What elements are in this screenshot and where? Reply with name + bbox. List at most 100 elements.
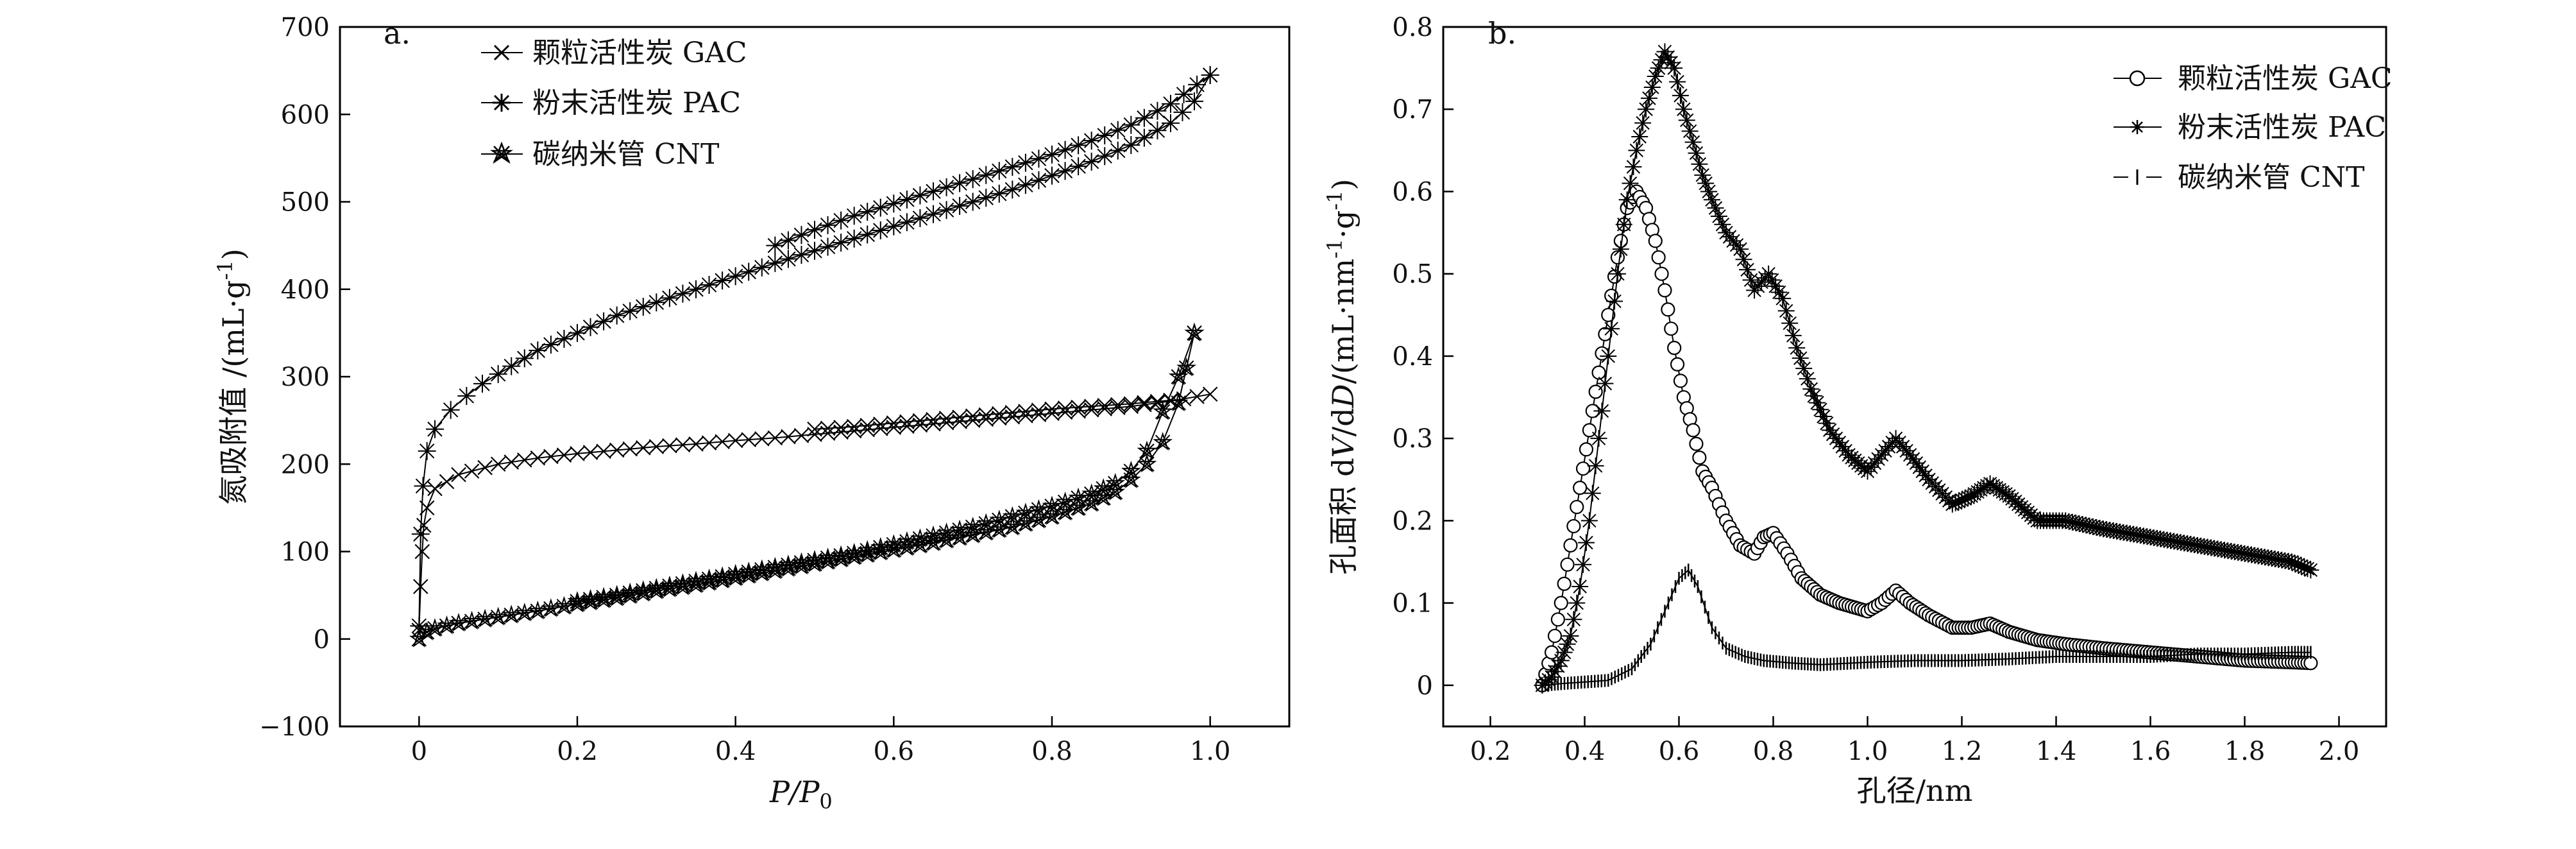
panel-a-series-1-point-0-48 — [1016, 176, 1035, 194]
panel-a-series-0-point-0-8 — [464, 463, 480, 479]
panel-a-series-2-point-1-25 — [844, 542, 865, 562]
panel-a-series-1-point-0-18 — [621, 302, 640, 320]
panel-b-series-1-point-0-161 — [2057, 512, 2074, 529]
panel-a-series-1-point-0-61 — [1185, 92, 1203, 110]
panel-a-series-1-point-0-59 — [1162, 114, 1180, 132]
panel-a-series-1 — [410, 65, 1219, 635]
panel-a-series-0-point-0-14 — [543, 449, 559, 465]
panel-a-series-0-point-1-2 — [833, 420, 849, 435]
panel-a-series-2-point-0-11 — [541, 598, 561, 617]
panel-b-series-1-point-0-34 — [1640, 90, 1657, 107]
panel-b-series-0-point-0-5 — [1550, 612, 1565, 627]
panel-b-series-1-point-0-45 — [1675, 101, 1692, 118]
panel-b-series-1-point-0-52 — [1697, 175, 1715, 192]
panel-b-ytick-label-7: 0.7 — [1392, 95, 1433, 124]
panel-a-series-1-point-0-8 — [489, 364, 507, 383]
panel-b-series-1-point-0-71 — [1763, 271, 1781, 289]
panel-b-series-1-point-0-228 — [2284, 553, 2300, 570]
panel-a-series-1-point-0-19 — [634, 298, 652, 316]
panel-a-series-0-point-0-59 — [1137, 397, 1152, 413]
panel-b-series-1-point-0-91 — [1831, 434, 1848, 451]
panel-b-series-0-point-0-15 — [1582, 423, 1597, 438]
panel-a-series-1-point-0-34 — [832, 234, 851, 252]
panel-a-series-2-point-1-46 — [567, 590, 588, 610]
panel-a-series-2-point-1-29 — [792, 552, 811, 571]
panel-b-series-1-point-0-169 — [2084, 518, 2101, 535]
legend-x-marker-icon — [493, 44, 510, 61]
panel-a-series-0-point-1-16 — [1018, 404, 1033, 419]
legend-circle-marker-icon — [2129, 70, 2146, 87]
panel-b-series-1-point-0-53 — [1700, 183, 1718, 200]
panel-b-series-1-point-0-232 — [2296, 559, 2313, 576]
panel-b-series-1-point-0-163 — [2063, 513, 2081, 531]
legend-item-pac: 粉末活性炭 PAC — [481, 87, 741, 119]
panel-b: b. 0.2 0.4 0.6 0.8 1.0 1.2 1.4 1.6 1.8 2.000.10.2… — [1323, 13, 2393, 808]
panel-b-series-1-point-0-116 — [1914, 463, 1931, 480]
panel-b-series-1-point-0-170 — [2088, 519, 2105, 536]
panel-b-series-2 — [1541, 563, 2312, 692]
panel-b-series-1-point-0-114 — [1908, 454, 1925, 472]
panel-a-series-1-point-0-42 — [937, 201, 956, 219]
legend-label-gac: 颗粒活性炭 GAC — [532, 37, 747, 69]
panel-b-series-1-point-0-72 — [1767, 277, 1784, 295]
panel-a-series-1-point-1-31 — [1174, 85, 1193, 103]
panel-b-series-1-point-0-140 — [1991, 481, 2008, 499]
panel-a-legend: 颗粒活性炭 GAC 粉末活性炭 PAC 碳纳米管 CNT — [481, 37, 747, 171]
panel-a-series-1-point-1-33 — [1201, 65, 1219, 84]
panel-b-xtick-label-9: 2.0 — [2319, 737, 2360, 766]
panel-b-series-1-point-0-54 — [1703, 191, 1720, 209]
panel-a-series-2-point-1-8 — [1068, 487, 1089, 507]
panel-a-series-2-point-1-36 — [699, 568, 719, 588]
panel-b-series-1-point-0-88 — [1821, 422, 1838, 439]
panel-a-series-2-point-1-28 — [804, 549, 825, 569]
panel-b-series-1-point-0-92 — [1834, 438, 1851, 455]
panel-b-series-1-point-0-83 — [1806, 387, 1823, 404]
panel-a-series-1-point-1-30 — [1162, 94, 1180, 113]
panel-a-series-1-point-1-19 — [1016, 153, 1035, 172]
panel-a-series-1-point-0-60 — [1173, 103, 1192, 121]
panel-a-series-1-point-0-28 — [752, 258, 771, 277]
panel-b-series-1-point-0-65 — [1742, 271, 1759, 289]
panel-a-series-1-point-1-8 — [871, 198, 890, 217]
panel-b-series-1-point-0-20 — [1597, 375, 1614, 392]
panel-b-series-0-point-0-39 — [1657, 283, 1672, 298]
panel-a-series-2-point-1-1 — [1168, 366, 1189, 386]
panel-a-series-0-point-0-55 — [1083, 402, 1099, 418]
panel-b-xtick-label-6: 1.4 — [2036, 737, 2077, 766]
panel-b-series-0-point-0-14 — [1579, 442, 1594, 457]
panel-b-series-1-point-0-79 — [1792, 350, 1809, 367]
panel-a-series-2-point-1-44 — [593, 587, 614, 606]
panel-a-series-0-point-1-4 — [860, 418, 875, 433]
panel-a-series-0-point-0-13 — [530, 450, 546, 466]
panel-a-series-2-point-1-34 — [725, 563, 746, 583]
panel-b-plot-frame — [1442, 26, 2387, 728]
panel-a-series-1-point-0-33 — [818, 237, 837, 256]
panel-a-series-0-point-0-20 — [622, 441, 638, 457]
panel-b-series-1-point-0-113 — [1904, 450, 1922, 468]
panel-b-series-1-point-0-29 — [1625, 159, 1642, 175]
panel-a-series-1-line-0 — [418, 74, 1211, 626]
panel-a-series-1-point-0-58 — [1148, 121, 1167, 140]
panel-b-series-0-point-0-38 — [1654, 266, 1669, 281]
panel-a-series-0-point-0-26 — [701, 435, 717, 450]
panel-b-series-1-point-0-125 — [1944, 495, 1961, 513]
panel-b-series-1-point-0-21 — [1600, 347, 1617, 364]
panel-b-series-1-point-0-15 — [1580, 512, 1598, 529]
panel-b-series-1-point-0-55 — [1707, 200, 1724, 217]
panel-a-series-0-point-0-60 — [1149, 395, 1165, 411]
panel-a-series-0-point-0-1 — [413, 579, 428, 594]
panel-b-series-0-point-0-36 — [1648, 234, 1663, 248]
panel-a-series-2-point-1-37 — [686, 570, 706, 590]
panel-a-series-1-point-0-3 — [418, 442, 436, 460]
panel-a-series-1-point-0-26 — [726, 267, 745, 286]
panel-a-series-1-point-0-11 — [529, 341, 547, 360]
panel-a-series-1-point-0-13 — [555, 329, 573, 348]
panel-b-series-1-point-0-70 — [1760, 265, 1777, 282]
panel-a-series-0-point-0-32 — [781, 429, 796, 445]
panel-a-series-1-point-0-23 — [687, 280, 705, 298]
panel-a-series-2-point-1-40 — [646, 578, 666, 597]
panel-a-series-2-point-1-24 — [857, 540, 877, 559]
panel-b-series-0-point-0-7 — [1557, 576, 1572, 591]
panel-a-series-2-point-0-42 — [949, 527, 970, 546]
panel-b-series-0-point-0-43 — [1670, 357, 1685, 372]
